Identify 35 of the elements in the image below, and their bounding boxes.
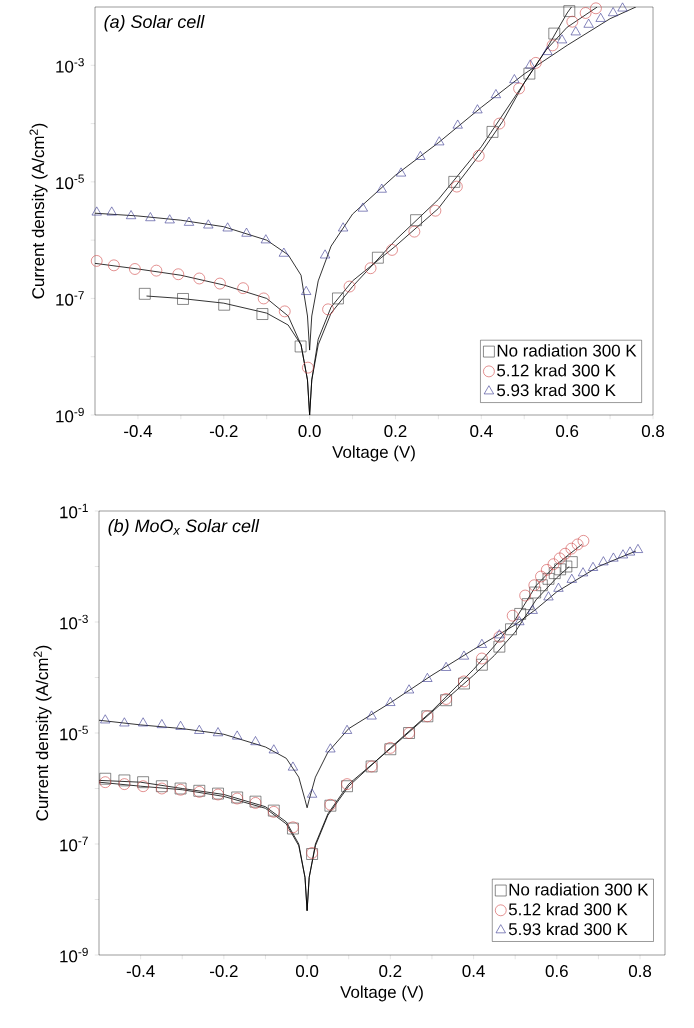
y-tick-label: 10$^{-5}$ [56,174,84,190]
chart-title: (a) Solar cell [104,14,205,32]
x-tick-label: -0.2 [210,965,238,978]
x-tick-label: 0.4 [462,965,485,978]
y-tick-label: 10$^{-7}$ [56,291,84,306]
x-axis-title: Voltage (V) [332,445,415,462]
legend-label: 5.93 krad 300 K [508,922,628,936]
legend-label: No radiation 300 K [509,883,649,896]
x-tick-label: 0.8 [641,425,665,438]
x-tick-label: -0.2 [209,425,238,438]
y-tick-label: 10$^{-9}$ [60,947,88,963]
x-axis-title: Voltage (V) [340,985,423,1002]
x-tick-label: -0.4 [124,425,153,438]
legend-label: 5.12 krad 300 K [508,902,628,916]
chart-title: (b) MoO$_{x}$ Solar cell [108,519,260,536]
y-tick-label: 10$^{-3}$ [56,57,84,73]
legend-label: No radiation 300 K [497,344,637,357]
x-tick-label: 0.2 [384,425,407,438]
x-tick-label: 0.6 [556,425,579,438]
x-tick-label: 0.0 [295,965,319,978]
x-tick-label: 0.0 [298,425,321,438]
y-axis-title: Current density (A/cm$^{2}$) [29,123,48,299]
y-tick-label: 10$^{-9}$ [56,407,84,423]
x-tick-label: 0.6 [545,965,568,978]
legend-label: 5.93 krad 300 K [497,383,616,397]
y-tick-label: 10$^{-7}$ [60,836,88,852]
y-axis-title: Current density (A/cm$^{2}$) [33,645,52,821]
y-tick-label: 10$^{-3}$ [60,614,88,630]
y-tick-label: 10$^{-1}$ [60,503,88,519]
legend-label: 5.12 krad 300 K [497,363,616,377]
x-tick-label: 0.4 [470,425,493,438]
y-tick-label: 10$^{-5}$ [60,725,88,741]
x-tick-label: -0.4 [126,965,155,978]
x-tick-label: 0.8 [628,965,652,978]
x-tick-label: 0.2 [379,965,402,978]
